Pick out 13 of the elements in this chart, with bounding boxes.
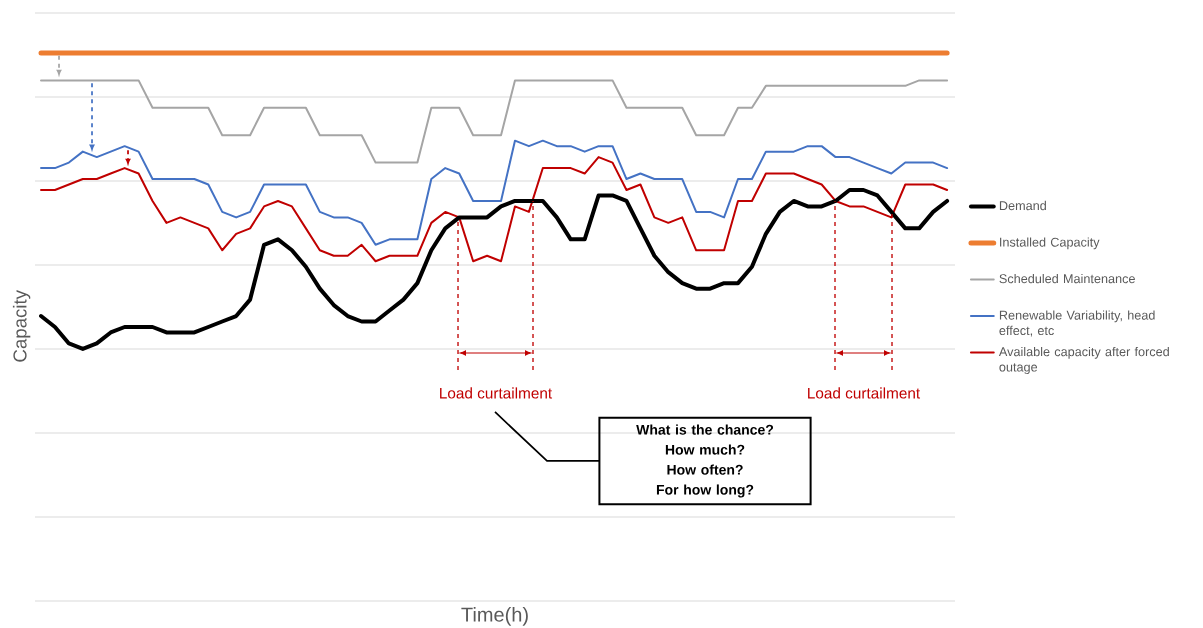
annotation: How often? (667, 464, 743, 475)
legend-label: Renewable Variability, head effect, etc (999, 310, 1155, 337)
annotation: How much? (665, 444, 745, 455)
annotation: Load curtailment (440, 387, 553, 399)
annotation: Load curtailment (808, 387, 921, 399)
legend-label: Demand (999, 200, 1046, 211)
legend-label: Scheduled Maintenance (999, 273, 1135, 284)
y-axis-title: Capacity (12, 290, 31, 362)
legend-label: Installed Capacity (1000, 237, 1100, 250)
legend-label: Available capacity after forced outage (998, 346, 1169, 375)
x-axis-title: Time(h) (461, 607, 528, 626)
annotation: What is the chance? (636, 424, 774, 435)
annotation: For how long? (656, 484, 754, 498)
